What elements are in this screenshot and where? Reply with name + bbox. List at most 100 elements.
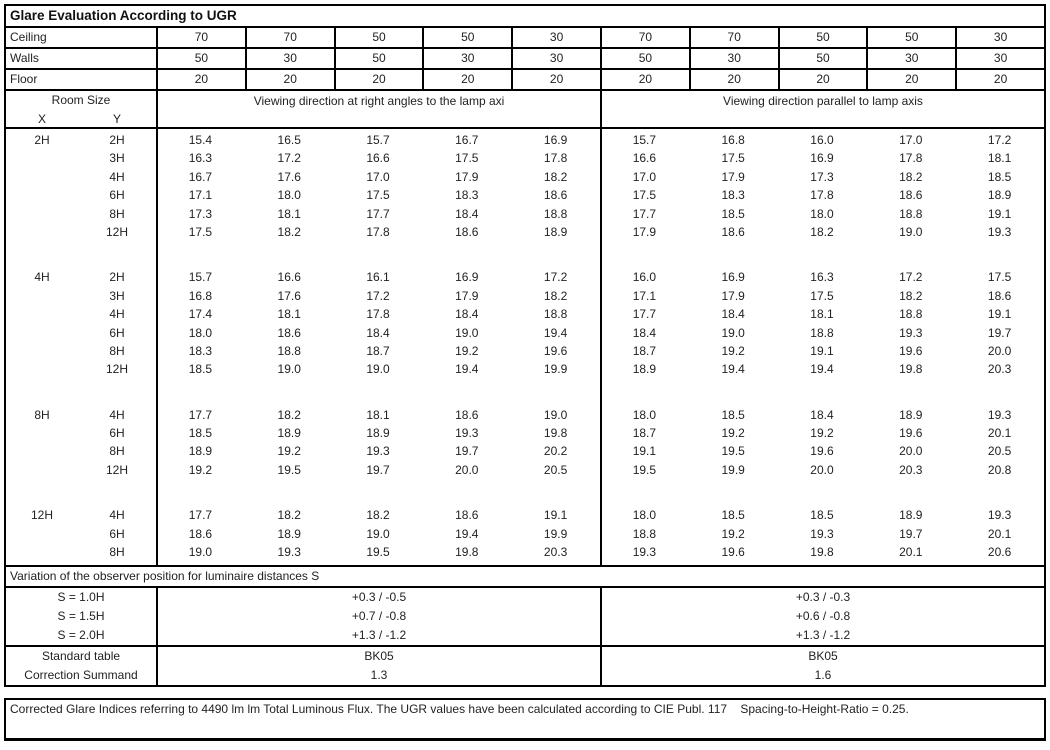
reflectance-label: Floor [10, 72, 38, 86]
variation-value-left: +1.3 / -1.2 [156, 626, 600, 646]
room-y-value: 6H [109, 188, 125, 203]
ugr-value: 17.9 [455, 288, 479, 303]
ugr-value: 18.3 [721, 188, 745, 203]
ugr-value: 18.2 [899, 288, 923, 303]
ugr-value: 16.3 [188, 151, 213, 166]
reflectance-value: 70 [688, 28, 778, 47]
ugr-value: 17.7 [366, 206, 390, 221]
reflectance-value: 50 [156, 49, 245, 68]
ugr-value: 18.1 [277, 307, 301, 322]
ugr-value: 17.9 [721, 169, 745, 184]
ugr-value: 19.8 [455, 545, 479, 560]
ugr-value: 19.9 [543, 526, 568, 541]
ugr-value: 19.8 [543, 426, 568, 441]
reflectance-value: 30 [244, 49, 334, 68]
reflectance-value: 30 [866, 49, 955, 68]
ugr-value: 18.4 [455, 307, 479, 322]
ugr-value: 18.0 [277, 188, 301, 203]
ugr-value: 19.3 [987, 224, 1012, 239]
ugr-value: 17.3 [188, 206, 213, 221]
reflectance-value: 20 [511, 70, 600, 89]
ugr-value: 18.0 [810, 206, 834, 221]
reflectance-value: 20 [333, 70, 423, 89]
room-y-value: 8H [109, 343, 125, 358]
room-size-header: Room Size X Y [6, 91, 156, 127]
ugr-value: 18.2 [277, 224, 301, 239]
ugr-value: 17.8 [366, 224, 390, 239]
ugr-value: 20.1 [987, 426, 1012, 441]
ugr-value: 17.5 [632, 188, 657, 203]
ugr-value: 19.7 [987, 325, 1012, 340]
variation-value-left: +0.7 / -0.8 [156, 607, 600, 627]
ugr-value: 19.2 [721, 343, 745, 358]
reflectance-value: 50 [600, 49, 689, 68]
ugr-value: 20.0 [899, 444, 923, 459]
ugr-value: 19.0 [543, 407, 568, 422]
ugr-value: 17.1 [188, 188, 213, 203]
room-y-value: 4H [109, 169, 125, 184]
ugr-value: 16.7 [455, 133, 479, 147]
summary-label: Correction Summand [24, 668, 138, 683]
ugr-value: 18.7 [366, 343, 390, 358]
ugr-value: 19.0 [899, 224, 923, 239]
ugr-value: 19.0 [366, 526, 390, 541]
reflectance-value: 20 [422, 70, 511, 89]
summary-row: Correction Summand 1.3 1.6 [6, 666, 1044, 686]
ugr-data-row: 8H 18.9 19.2 19.3 19.7 20.2 19.1 19.5 19.6 20.0 20… [6, 442, 1044, 460]
ugr-data-row: 8H 17.3 18.1 17.7 18.4 18.8 17.7 18.5 18.0 18.8 19… [6, 205, 1044, 223]
ugr-value: 18.8 [543, 307, 568, 322]
ugr-value: 19.8 [899, 362, 923, 377]
ugr-value: 19.5 [632, 462, 657, 477]
ugr-value: 17.0 [632, 169, 657, 184]
ugr-value: 18.6 [455, 224, 479, 239]
y-column-header: Y [112, 112, 121, 126]
ugr-value: 16.9 [810, 151, 834, 166]
room-y-value: 12H [105, 462, 128, 477]
room-x-value [6, 442, 78, 460]
ugr-data-row: 12H 4H 17.7 18.2 18.2 18.6 19.1 18.0 18.5 18.5 18.… [6, 506, 1044, 524]
ugr-value: 15.7 [632, 133, 657, 147]
room-y-value: 8H [109, 206, 125, 221]
room-x-value [6, 149, 78, 167]
ugr-value: 19.5 [277, 462, 301, 477]
ugr-value: 16.8 [188, 288, 213, 303]
ugr-value: 17.4 [188, 307, 213, 322]
ugr-value: 19.7 [899, 526, 923, 541]
reflectance-value: 50 [866, 28, 955, 47]
ugr-value: 20.0 [987, 343, 1012, 358]
ugr-value: 19.3 [899, 325, 923, 340]
ugr-value: 18.3 [455, 188, 479, 203]
ugr-value: 17.5 [721, 151, 745, 166]
reflectance-value: 70 [244, 28, 334, 47]
reflectance-row: Walls 50 30 50 30 30 50 30 50 30 30 [6, 49, 1044, 70]
ugr-value: 18.4 [721, 307, 745, 322]
ugr-data-row: 2H 2H 15.4 16.5 15.7 16.7 16.9 15.7 16.8 16.0 17.0… [6, 131, 1044, 149]
block-gap [6, 479, 1044, 506]
ugr-table: Glare Evaluation According to UGR Ceilin… [4, 4, 1046, 688]
ugr-value: 19.2 [188, 462, 213, 477]
ugr-value: 18.6 [455, 407, 479, 422]
ugr-value: 16.8 [721, 133, 745, 147]
ugr-value: 18.9 [366, 426, 390, 441]
ugr-value: 20.2 [543, 444, 568, 459]
ugr-value: 18.4 [810, 407, 834, 422]
ugr-value: 19.1 [987, 307, 1012, 322]
right-viewing-heading: Viewing direction parallel to lamp axis [600, 91, 1044, 127]
ugr-value: 17.2 [277, 151, 301, 166]
ugr-value: 19.0 [277, 362, 301, 377]
summary-value-left: 1.3 [156, 666, 600, 686]
ugr-data-row: 4H 16.7 17.6 17.0 17.9 18.2 17.0 17.9 17.3 18.2 18… [6, 168, 1044, 186]
ugr-value: 19.4 [455, 526, 479, 541]
ugr-value: 17.7 [632, 206, 657, 221]
ugr-value: 18.8 [899, 206, 923, 221]
ugr-value: 17.7 [188, 407, 213, 422]
ugr-value: 18.1 [277, 206, 301, 221]
ugr-data-row: 12H 17.5 18.2 17.8 18.6 18.9 17.9 18.6 18.2 19.0 1… [6, 223, 1044, 241]
reflectance-value: 70 [600, 28, 689, 47]
ugr-value: 16.1 [366, 270, 390, 285]
ugr-value: 18.5 [721, 508, 745, 523]
ugr-value: 18.9 [632, 362, 657, 377]
column-divider [600, 129, 602, 566]
ugr-value: 18.2 [899, 169, 923, 184]
ugr-value: 18.6 [721, 224, 745, 239]
